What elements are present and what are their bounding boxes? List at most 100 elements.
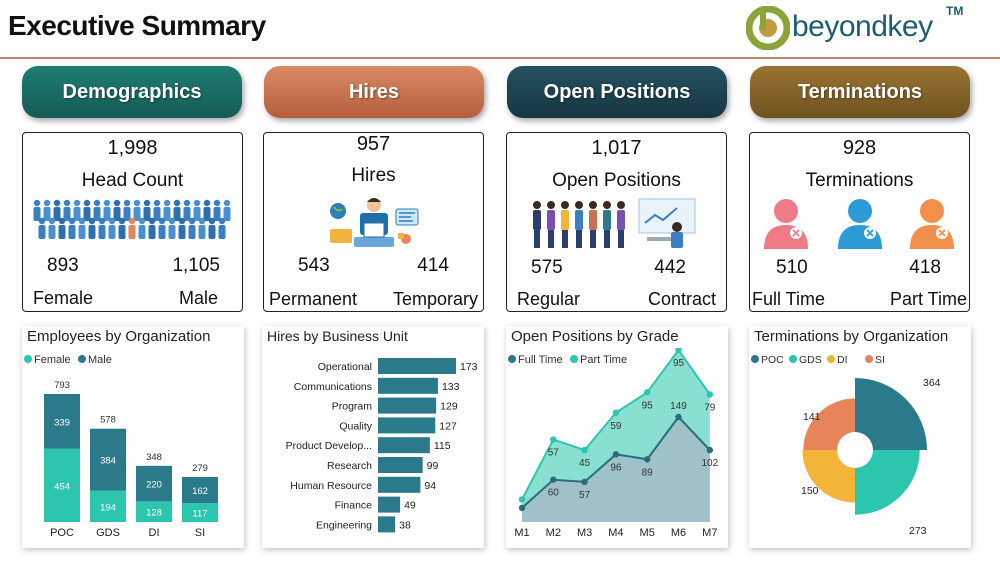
hiring-team-icon [324,193,424,253]
open-positions-label: Open Positions [507,170,726,192]
data-label: 273 [909,525,927,537]
point-part-time [550,436,556,442]
person-body [159,225,166,239]
point-part-time [644,389,650,395]
person-body [149,225,156,239]
person-body [169,225,176,239]
chart-title: Open Positions by Grade [511,328,679,345]
person-head [179,218,185,224]
regular-value: 575 [531,257,563,279]
legend-marker [508,355,516,363]
data-label: 129 [440,401,458,413]
person-body [219,225,226,239]
person-head [199,218,205,224]
candidate-head [575,201,583,209]
person-body [174,207,181,221]
temporary-label: Temporary [393,289,478,310]
category-label: Communications [294,381,372,393]
bar [378,378,438,394]
person-head [64,200,70,206]
chart-title: Employees by Organization [27,328,210,345]
beyondkey-logo: beyondkey TM [746,6,986,50]
full-time-label: Full Time [752,289,825,310]
candidate-body [533,210,541,230]
person-body [109,225,116,239]
user-remove-icon [760,195,960,251]
data-label: 45 [579,458,591,469]
tab-hires[interactable]: Hires [264,66,484,118]
terminations-by-organization-card: Terminations by Organization POC GDS DI SI 3… [749,326,971,548]
slice [855,450,920,515]
tab-hires-label: Hires [349,81,399,104]
candidate-body [561,210,569,230]
header-divider [0,57,1000,59]
candidate-body [575,210,583,230]
candidate-head [561,201,569,209]
candidate-legs [534,230,540,248]
person-head [114,200,120,206]
person-body [134,207,141,221]
candidate-legs [576,230,582,248]
female-label: Female [33,288,93,309]
data-label: 96 [610,462,622,473]
male-value: 1,105 [172,255,220,277]
data-label: 127 [439,420,457,432]
open-positions-value: 1,017 [507,137,726,160]
terminations-by-organization-chart: POC GDS DI SI364273150141 [749,348,971,548]
candidate-body [617,210,625,230]
category-label: POC [50,527,74,539]
slice [803,398,855,450]
person-body [104,207,111,221]
regular-label: Regular [517,289,580,310]
candidates-icon [527,197,707,253]
desk [647,237,671,241]
data-label: 454 [54,481,70,492]
person-head [124,200,130,206]
point-full-time [613,451,619,457]
temporary-value: 414 [417,255,449,277]
tab-demographics[interactable]: Demographics [22,66,242,118]
person-head [144,200,150,206]
person-head [189,218,195,224]
person-head [104,200,110,206]
category-label: Engineering [316,519,372,531]
total-label: 279 [192,463,208,474]
kpi-hires-card: 957 Hires 543 414 Permanent Temporary [263,132,484,312]
data-label: 95 [642,400,654,411]
data-label: 95 [673,358,685,369]
point-full-time [550,477,556,483]
bar [378,417,435,433]
person-head [94,200,100,206]
candidate-legs [618,230,624,248]
data-label: 194 [100,502,116,513]
candidate-legs [604,230,610,248]
data-label: 128 [146,508,162,519]
category-label: GDS [96,527,120,539]
kpi-terminations-card: 928 Terminations 510 418 Full Time Part … [749,132,970,312]
contract-label: Contract [648,289,716,310]
person-head [184,200,190,206]
category-label: Finance [335,500,373,512]
person-body [179,225,186,239]
legend-label: Part Time [580,354,627,366]
point-part-time [519,496,525,502]
person-body [54,207,61,221]
tab-open-positions[interactable]: Open Positions [507,66,727,118]
person-body [224,207,231,221]
legend-label: POC [761,354,784,366]
person-head [194,200,200,206]
data-label: 384 [100,456,116,467]
person-body [94,207,101,221]
point-full-time [707,447,713,453]
candidate-body [589,210,597,230]
person-body [164,207,171,221]
data-label: 79 [704,402,716,413]
tab-terminations[interactable]: Terminations [750,66,970,118]
legend-marker [24,355,32,363]
candidate-head [547,201,555,209]
person-head [44,200,50,206]
person-body [209,225,216,239]
candidate-body [547,210,555,230]
interviewer-head [672,222,682,232]
person-body [64,207,71,221]
